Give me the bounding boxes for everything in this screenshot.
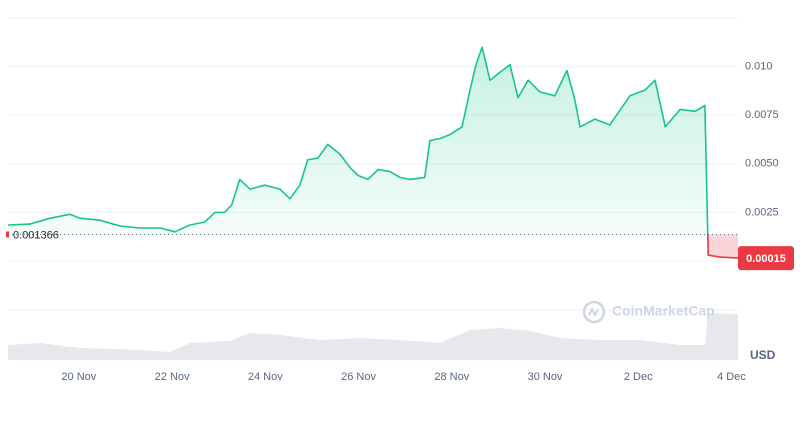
watermark: CoinMarketCap: [612, 303, 715, 319]
x-tick-label: 28 Nov: [434, 371, 469, 383]
y-tick-label: 0.0025: [745, 206, 779, 218]
reference-label: 0.001366: [13, 229, 59, 241]
x-tick-label: 26 Nov: [341, 371, 376, 383]
price-line: [7, 46, 739, 259]
x-tick-label: 24 Nov: [248, 371, 283, 383]
x-tick-label: 30 Nov: [528, 371, 563, 383]
current-price-label: 0.00015: [746, 253, 786, 265]
price-area: [8, 47, 738, 259]
x-tick-label: 22 Nov: [155, 371, 190, 383]
watermark-logo: [582, 300, 606, 324]
x-tick-label: 4 Dec: [717, 371, 746, 383]
y-tick-label: 0.0075: [745, 109, 779, 121]
volume-area: [8, 313, 738, 360]
y-tick-label: 0.0050: [745, 158, 779, 170]
current-price-badge: [738, 246, 794, 271]
x-tick-label: 20 Nov: [61, 371, 96, 383]
reference-marker: [6, 231, 9, 238]
x-tick-label: 2 Dec: [624, 371, 653, 383]
y-tick-label: 0.010: [745, 61, 773, 73]
currency-label: USD: [750, 348, 776, 362]
